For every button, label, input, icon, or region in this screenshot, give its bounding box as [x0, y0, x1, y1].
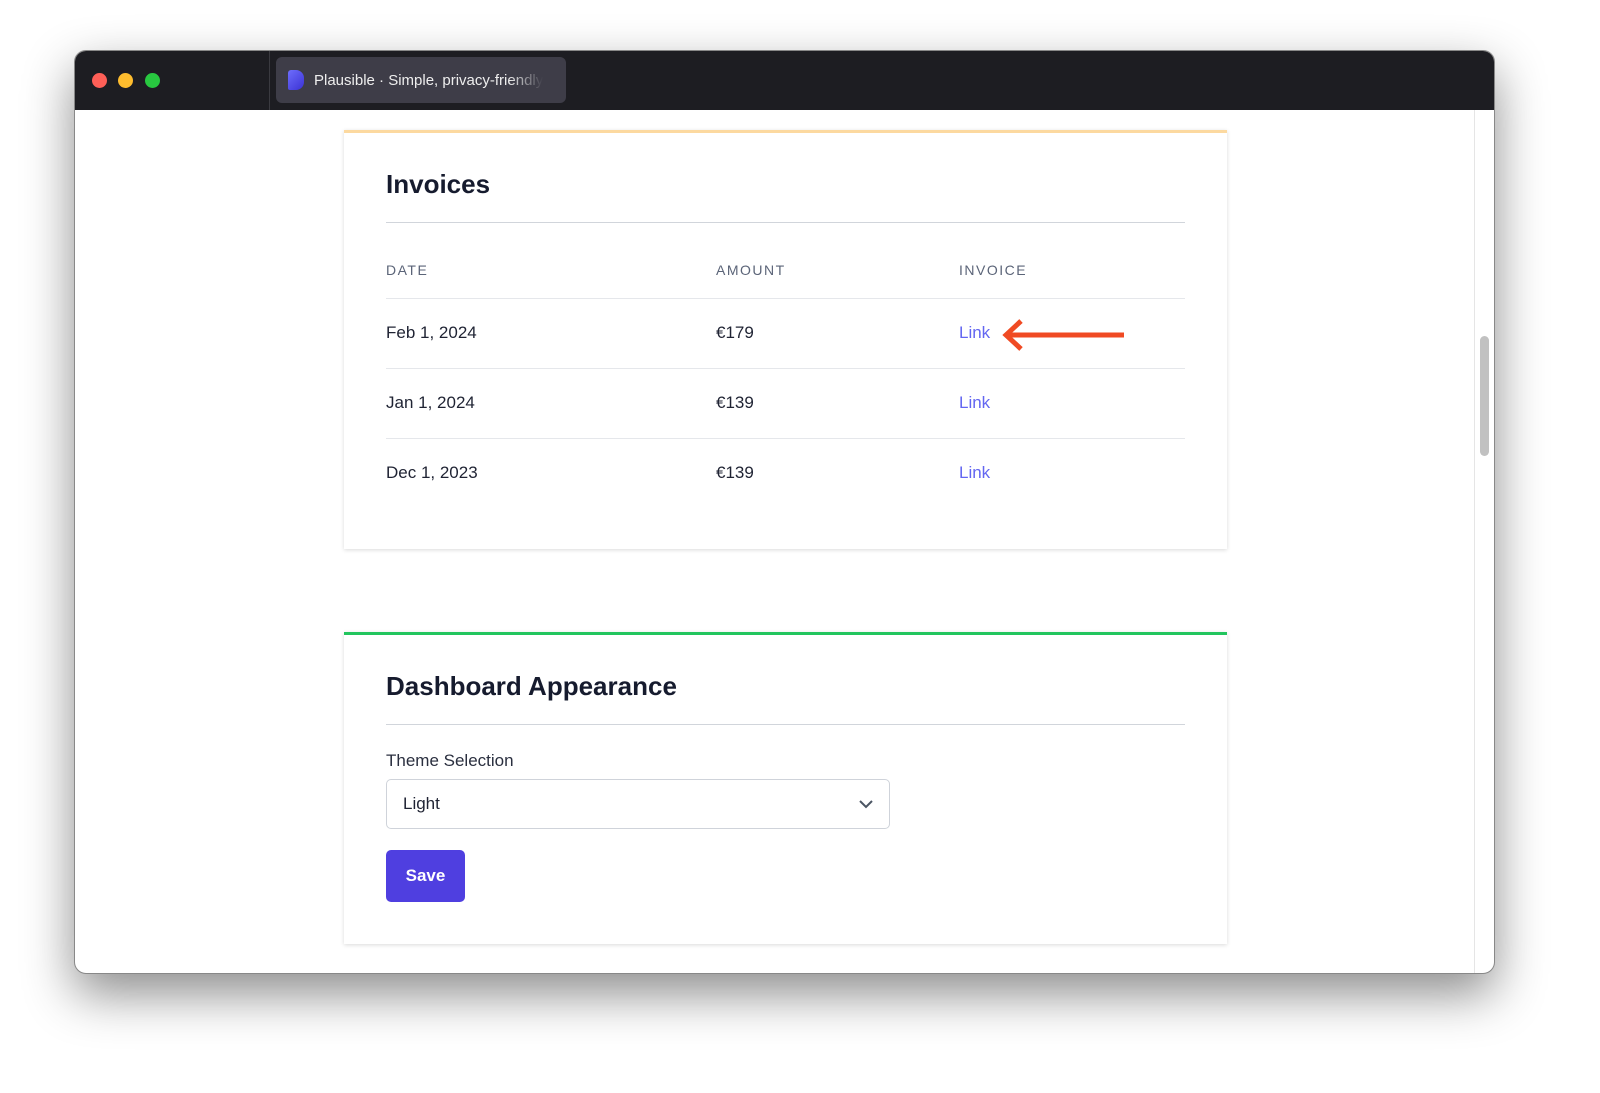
- appearance-title: Dashboard Appearance: [386, 671, 1185, 725]
- title-bar: Plausible · Simple, privacy-friendly: [75, 51, 1494, 110]
- invoices-title: Invoices: [386, 169, 1185, 223]
- invoice-amount: €179: [716, 298, 959, 369]
- close-window-button[interactable]: [92, 73, 107, 88]
- theme-select-value: Light: [403, 794, 440, 813]
- invoice-date: Dec 1, 2023: [386, 463, 478, 483]
- minimize-window-button[interactable]: [118, 73, 133, 88]
- invoice-link[interactable]: Link: [959, 463, 991, 483]
- save-button[interactable]: Save: [386, 850, 465, 902]
- tab-title: Plausible · Simple, privacy-friendly: [314, 71, 544, 89]
- column-header-date: DATE: [386, 223, 716, 299]
- invoices-card: Invoices DATE AMOUNT INVOICE Feb 1, 2024…: [344, 130, 1227, 549]
- browser-tab[interactable]: Plausible · Simple, privacy-friendly: [276, 57, 566, 103]
- browser-window: Plausible · Simple, privacy-friendly Inv…: [74, 50, 1495, 974]
- theme-selection-label: Theme Selection: [386, 751, 514, 770]
- divider: [269, 51, 270, 110]
- invoice-amount: €139: [716, 463, 754, 483]
- page-content: Invoices DATE AMOUNT INVOICE Feb 1, 2024…: [75, 110, 1494, 973]
- column-header-invoice: INVOICE: [959, 223, 1185, 299]
- column-header-amount: AMOUNT: [716, 223, 959, 299]
- invoices-table: DATE AMOUNT INVOICE Feb 1, 2024 €179 Lin…: [386, 223, 1185, 508]
- maximize-window-button[interactable]: [145, 73, 160, 88]
- dashboard-appearance-card: Dashboard Appearance Theme Selection Lig…: [344, 632, 1227, 944]
- theme-select[interactable]: Light: [386, 779, 890, 829]
- table-row: Feb 1, 2024 €179 Link: [386, 298, 1185, 369]
- scrollbar-thumb[interactable]: [1480, 336, 1489, 456]
- chevron-down-icon: [859, 799, 873, 808]
- invoice-link[interactable]: Link: [959, 323, 991, 342]
- arrow-left-icon: [1002, 318, 1124, 351]
- invoice-link[interactable]: Link: [959, 393, 991, 412]
- table-row: Jan 1, 2024 €139 Link: [386, 368, 1185, 439]
- invoice-amount: €139: [716, 368, 959, 439]
- table-row: Dec 1, 2023 €139 Link: [386, 438, 1185, 508]
- invoice-date: Feb 1, 2024: [386, 298, 716, 369]
- invoice-date: Jan 1, 2024: [386, 368, 716, 439]
- scrollbar[interactable]: [1474, 110, 1494, 973]
- plausible-logo-icon: [288, 70, 304, 90]
